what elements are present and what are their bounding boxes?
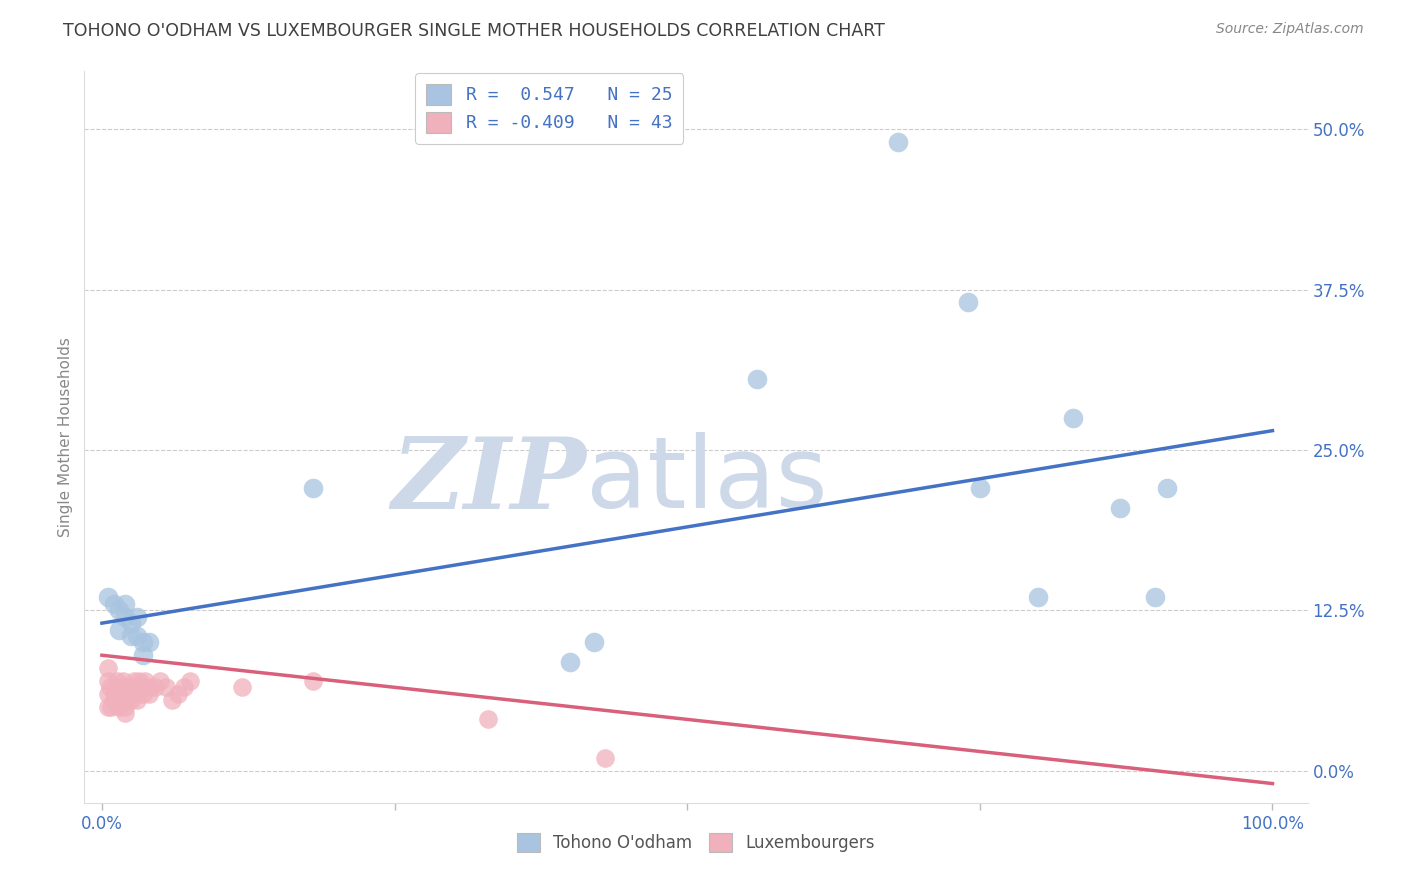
Point <box>120 687 142 701</box>
Point <box>111 681 134 695</box>
Point <box>117 687 139 701</box>
Text: ZIP: ZIP <box>391 433 586 529</box>
Point <box>114 609 136 624</box>
Point <box>122 673 145 688</box>
Point <box>97 699 120 714</box>
Point <box>887 135 910 149</box>
Point <box>125 693 148 707</box>
Point <box>134 673 156 688</box>
Point <box>120 629 142 643</box>
Point <box>125 609 148 624</box>
Point <box>120 616 142 631</box>
Point <box>108 687 131 701</box>
Point <box>108 623 131 637</box>
Point <box>560 655 582 669</box>
Point <box>97 661 120 675</box>
Point <box>118 681 141 695</box>
Point <box>111 673 134 688</box>
Text: atlas: atlas <box>586 433 828 530</box>
Point <box>132 635 155 649</box>
Point <box>138 681 160 695</box>
Point <box>1156 482 1178 496</box>
Point <box>104 681 127 695</box>
Point <box>167 687 190 701</box>
Point <box>98 681 121 695</box>
Point <box>231 681 253 695</box>
Point <box>957 295 980 310</box>
Point <box>111 687 134 701</box>
Point <box>125 681 148 695</box>
Point <box>97 591 120 605</box>
Text: TOHONO O'ODHAM VS LUXEMBOURGER SINGLE MOTHER HOUSEHOLDS CORRELATION CHART: TOHONO O'ODHAM VS LUXEMBOURGER SINGLE MO… <box>63 22 886 40</box>
Point <box>138 687 160 701</box>
Point <box>128 673 150 688</box>
Legend: Tohono O'odham, Luxembourgers: Tohono O'odham, Luxembourgers <box>509 824 883 860</box>
Point <box>103 693 125 707</box>
Point <box>100 699 122 714</box>
Point <box>114 597 136 611</box>
Point <box>108 699 131 714</box>
Point <box>969 482 991 496</box>
Point <box>582 635 605 649</box>
Point <box>114 699 136 714</box>
Y-axis label: Single Mother Households: Single Mother Households <box>58 337 73 537</box>
Point <box>1144 591 1167 605</box>
Point <box>132 681 155 695</box>
Point <box>125 629 148 643</box>
Point <box>138 635 160 649</box>
Point <box>103 687 125 701</box>
Point <box>97 673 120 688</box>
Point <box>1062 410 1084 425</box>
Point <box>173 681 195 695</box>
Point <box>1028 591 1050 605</box>
Point <box>132 648 155 663</box>
Point <box>747 372 769 386</box>
Point <box>132 687 155 701</box>
Point <box>114 693 136 707</box>
Point <box>108 693 131 707</box>
Point <box>593 751 616 765</box>
Point <box>120 693 142 707</box>
Point <box>301 673 323 688</box>
Point <box>160 693 183 707</box>
Point <box>477 712 499 726</box>
Point <box>179 673 201 688</box>
Point <box>105 673 128 688</box>
Point <box>97 687 120 701</box>
Text: Source: ZipAtlas.com: Source: ZipAtlas.com <box>1216 22 1364 37</box>
Point <box>301 482 323 496</box>
Point <box>155 681 177 695</box>
Point <box>114 706 136 720</box>
Point <box>108 603 131 617</box>
Point <box>149 673 172 688</box>
Point <box>143 681 166 695</box>
Point <box>103 597 125 611</box>
Point <box>1109 500 1132 515</box>
